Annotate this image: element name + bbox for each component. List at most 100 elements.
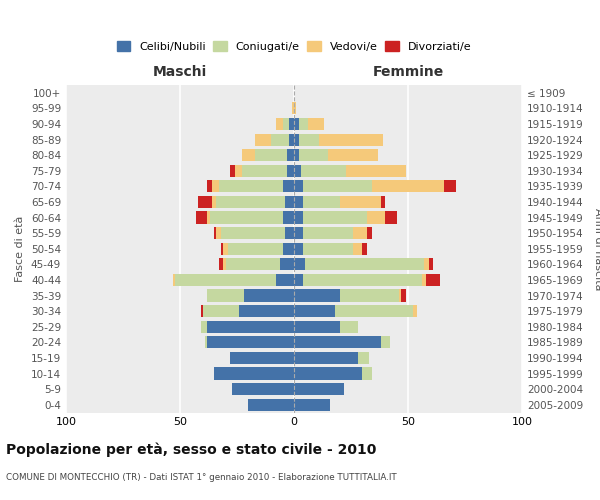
Bar [230, 352, 294, 364]
Bar [221, 227, 285, 239]
Y-axis label: Anni di nascita: Anni di nascita [593, 208, 600, 290]
Bar [294, 242, 303, 255]
Bar [173, 274, 175, 286]
Bar [203, 305, 239, 317]
Bar [299, 134, 319, 145]
Text: Femmine: Femmine [373, 65, 443, 79]
Bar [217, 227, 221, 239]
Bar [289, 118, 294, 130]
Bar [413, 305, 417, 317]
Bar [353, 227, 367, 239]
Bar [242, 149, 255, 162]
Bar [205, 336, 208, 348]
Bar [212, 196, 217, 208]
Bar [294, 305, 335, 317]
Bar [346, 164, 406, 177]
Bar [294, 320, 340, 333]
Bar [214, 368, 294, 380]
Bar [244, 290, 294, 302]
Bar [175, 274, 276, 286]
Bar [209, 212, 283, 224]
Bar [303, 274, 422, 286]
Bar [212, 180, 219, 192]
Bar [235, 164, 242, 177]
Bar [399, 290, 401, 302]
Bar [255, 134, 271, 145]
Bar [294, 180, 303, 192]
Bar [303, 180, 371, 192]
Bar [424, 258, 428, 270]
Bar [230, 164, 235, 177]
Bar [283, 212, 294, 224]
Bar [287, 149, 294, 162]
Bar [198, 196, 212, 208]
Bar [223, 242, 228, 255]
Bar [367, 212, 385, 224]
Bar [301, 164, 346, 177]
Bar [219, 258, 223, 270]
Bar [214, 227, 217, 239]
Bar [294, 212, 303, 224]
Bar [242, 164, 287, 177]
Bar [208, 290, 244, 302]
Bar [303, 227, 353, 239]
Bar [287, 164, 294, 177]
Bar [196, 212, 208, 224]
Bar [208, 212, 209, 224]
Bar [232, 383, 294, 395]
Bar [271, 134, 289, 145]
Bar [380, 336, 390, 348]
Bar [276, 118, 283, 130]
Bar [294, 164, 301, 177]
Bar [303, 196, 340, 208]
Bar [208, 320, 294, 333]
Bar [223, 258, 226, 270]
Bar [208, 336, 294, 348]
Bar [239, 305, 294, 317]
Bar [294, 398, 331, 411]
Text: Maschi: Maschi [153, 65, 207, 79]
Bar [226, 258, 280, 270]
Legend: Celibi/Nubili, Coniugati/e, Vedovi/e, Divorziati/e: Celibi/Nubili, Coniugati/e, Vedovi/e, Di… [113, 38, 475, 56]
Bar [208, 180, 212, 192]
Bar [292, 102, 294, 115]
Bar [294, 336, 380, 348]
Bar [294, 368, 362, 380]
Bar [285, 227, 294, 239]
Bar [362, 368, 371, 380]
Text: COMUNE DI MONTECCHIO (TR) - Dati ISTAT 1° gennaio 2010 - Elaborazione TUTTITALIA: COMUNE DI MONTECCHIO (TR) - Dati ISTAT 1… [6, 472, 397, 482]
Bar [308, 118, 323, 130]
Bar [367, 227, 371, 239]
Bar [328, 149, 379, 162]
Y-axis label: Fasce di età: Fasce di età [16, 216, 25, 282]
Bar [428, 258, 433, 270]
Bar [340, 320, 358, 333]
Bar [200, 305, 203, 317]
Bar [303, 212, 367, 224]
Bar [401, 290, 406, 302]
Bar [255, 149, 287, 162]
Bar [305, 258, 424, 270]
Bar [385, 212, 397, 224]
Bar [283, 242, 294, 255]
Bar [340, 196, 380, 208]
Bar [422, 274, 426, 286]
Bar [335, 305, 413, 317]
Bar [294, 118, 299, 130]
Bar [353, 242, 362, 255]
Bar [200, 320, 208, 333]
Bar [299, 149, 328, 162]
Bar [294, 258, 305, 270]
Bar [358, 352, 369, 364]
Bar [228, 242, 283, 255]
Bar [285, 196, 294, 208]
Bar [294, 274, 303, 286]
Bar [289, 134, 294, 145]
Bar [299, 118, 308, 130]
Bar [319, 134, 383, 145]
Bar [276, 274, 294, 286]
Bar [303, 242, 353, 255]
Bar [248, 398, 294, 411]
Bar [426, 274, 440, 286]
Bar [280, 258, 294, 270]
